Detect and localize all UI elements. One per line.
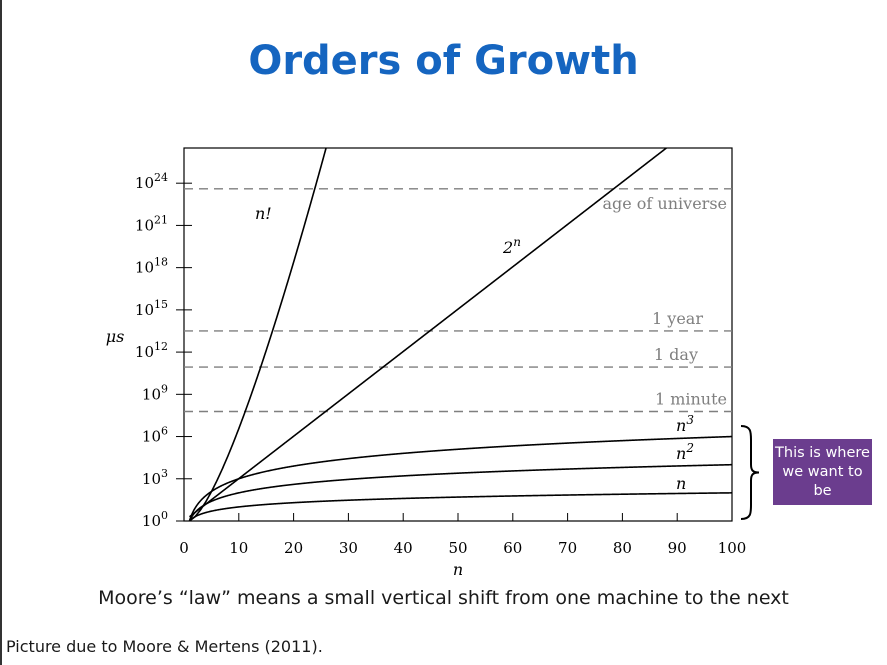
y-tick-label-15: 1015 (135, 298, 168, 319)
x-tick-label-80: 80 (613, 539, 632, 557)
callout-text: This is where we want to be (775, 445, 870, 499)
caption: Moore’s “law” means a small vertical shi… (98, 587, 789, 609)
page-title: Orders of Growth (248, 38, 639, 84)
series-line-2n (188, 148, 668, 518)
y-tick-label-18: 1018 (135, 256, 168, 277)
slide-left-border (0, 0, 2, 665)
series-line-n! (188, 148, 327, 521)
series-label-2n: 2n (502, 235, 521, 257)
y-tick-label-0: 100 (142, 509, 168, 530)
y-tick-label-12: 1012 (135, 340, 168, 361)
series-label-n2: n2 (676, 441, 694, 463)
x-tick-label-10: 10 (229, 539, 248, 557)
x-tick-label-40: 40 (394, 539, 413, 557)
y-tick-label-9: 109 (142, 382, 168, 403)
credit-line: Picture due to Moore & Mertens (2011). (6, 637, 323, 656)
curves-group (188, 148, 732, 521)
x-tick-label-20: 20 (284, 539, 303, 557)
reference-label-0: age of universe (602, 194, 727, 213)
y-tick-label-3: 103 (142, 467, 168, 488)
plot-area: 0 10 20 30 40 50 60 70 80 90 100 100 103 106 109 1012 10… (106, 147, 760, 579)
series-line-n (188, 492, 732, 521)
x-tick-label-100: 100 (718, 539, 747, 557)
reference-label-2: 1 day (654, 345, 698, 364)
reference-label-3: 1 minute (655, 389, 727, 408)
y-axis-title: μs (106, 327, 125, 346)
series-label-n!: n! (255, 204, 272, 223)
x-tick-label-50: 50 (448, 539, 467, 557)
x-axis-title: n (453, 560, 463, 579)
grouping-brace (740, 425, 760, 520)
reference-label-1: 1 year (652, 309, 703, 328)
callout-box: This is where we want to be (773, 439, 872, 505)
y-tick-label-21: 1021 (135, 213, 168, 234)
series-label-n3: n3 (676, 413, 694, 435)
x-tick-label-70: 70 (558, 539, 577, 557)
x-tick-label-30: 30 (339, 539, 358, 557)
x-tick-label-0: 0 (179, 539, 189, 557)
x-tick-label-90: 90 (668, 539, 687, 557)
y-tick-label-24: 1024 (135, 171, 168, 192)
y-tick-label-6: 106 (142, 425, 168, 446)
series-line-n3 (188, 435, 732, 521)
x-tick-label-60: 60 (503, 539, 522, 557)
series-label-n: n (676, 474, 686, 493)
series-line-n2 (188, 463, 732, 521)
